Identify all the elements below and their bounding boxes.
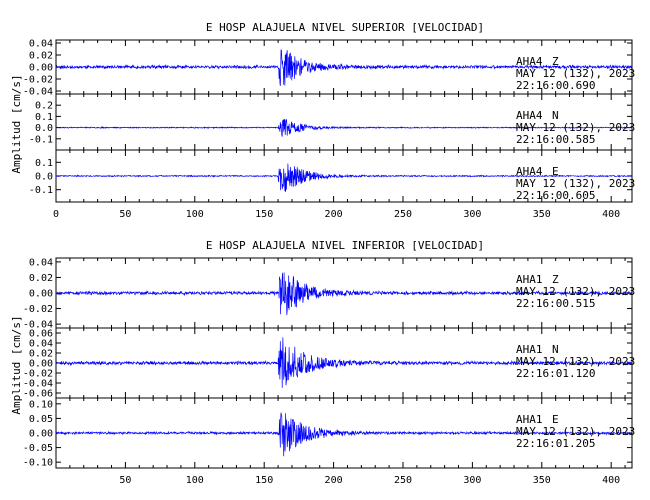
chart1-n-station-label: AHA1	[516, 343, 543, 356]
chart0-n-date-label: MAY 12 (132), 2023	[516, 121, 635, 134]
chart1-e-ytick-label: 0.10	[29, 399, 53, 410]
chart1-n-time-label: 22:16:01.120	[516, 367, 595, 380]
chart1-xtick-label: 400	[602, 475, 620, 486]
chart1-xtick-label: 200	[325, 475, 343, 486]
chart1-n-ytick-label: 0.06	[29, 329, 53, 340]
chart0-xtick-label: 50	[119, 209, 131, 220]
chart1-xtick-label: 350	[533, 475, 551, 486]
chart1-xtick-label: 250	[394, 475, 412, 486]
chart0-e-ytick-label: 0.0	[35, 172, 53, 183]
chart0-xtick-label: 150	[255, 209, 273, 220]
chart0-xtick-label: 100	[186, 209, 204, 220]
chart1-n-date-label: MAY 12 (132), 2023	[516, 355, 635, 368]
chart0-n-waveform	[55, 119, 633, 137]
lower-chart-title: E HOSP ALAJUELA NIVEL INFERIOR [VELOCIDA…	[206, 239, 484, 252]
chart0-z-component-label: Z	[552, 55, 559, 68]
chart1-z-ytick-label: 0.02	[29, 273, 53, 284]
chart1-xtick-label: 50	[119, 475, 131, 486]
chart0-xtick-label: 200	[325, 209, 343, 220]
chart0-e-ytick-label: 0.1	[35, 158, 53, 169]
chart1-e-time-label: 22:16:01.205	[516, 437, 595, 450]
chart1-e-ytick-label: -0.10	[23, 458, 53, 469]
chart1-z-date-label: MAY 12 (132), 2023	[516, 285, 635, 298]
chart0-n-time-label: 22:16:00.585	[516, 133, 595, 146]
chart0-z-waveform	[55, 49, 633, 86]
chart0-n-station-label: AHA4	[516, 109, 543, 122]
chart0-n-ytick-label: -0.1	[29, 134, 53, 145]
chart1-z-ytick-label: -0.04	[23, 320, 53, 331]
chart1-e-ytick-label: 0.00	[29, 429, 53, 440]
lower-y-axis-label: Amplitud [cm/s]	[10, 315, 23, 414]
chart1-e-date-label: MAY 12 (132), 2023	[516, 425, 635, 438]
chart0-e-waveform	[55, 163, 633, 193]
chart1-n-component-label: N	[552, 343, 559, 356]
upper-chart-title: E HOSP ALAJUELA NIVEL SUPERIOR [VELOCIDA…	[206, 21, 484, 34]
chart0-z-ytick-label: 0.02	[29, 51, 53, 62]
chart1-xtick-label: 150	[255, 475, 273, 486]
chart1-n-ytick-label: -0.04	[23, 379, 53, 390]
chart0-e-time-label: 22:16:00.605	[516, 189, 595, 202]
chart1-z-ytick-label: -0.02	[23, 304, 53, 315]
chart1-n-ytick-label: 0.00	[29, 359, 53, 370]
chart1-z-ytick-label: 0.00	[29, 289, 53, 300]
chart0-z-time-label: 22:16:00.690	[516, 79, 595, 92]
chart1-z-ytick-label: 0.04	[29, 257, 53, 268]
chart1-z-component-label: Z	[552, 273, 559, 286]
chart1-n-waveform	[55, 337, 633, 388]
chart1-xtick-label: 300	[463, 475, 481, 486]
chart1-z-station-label: AHA1	[516, 273, 543, 286]
chart0-xtick-label: 350	[533, 209, 551, 220]
chart0-xtick-label: 400	[602, 209, 620, 220]
chart0-xtick-label: 250	[394, 209, 412, 220]
chart0-z-ytick-label: 0.00	[29, 63, 53, 74]
chart0-n-ytick-label: 0.2	[35, 101, 53, 112]
chart0-e-component-label: E	[552, 165, 559, 178]
chart0-xtick-label: 0	[53, 209, 59, 220]
chart1-z-time-label: 22:16:00.515	[516, 297, 595, 310]
chart0-n-ytick-label: 0.0	[35, 123, 53, 134]
chart1-n-ytick-label: 0.02	[29, 349, 53, 360]
chart1-xtick-label: 100	[186, 475, 204, 486]
chart0-n-ytick-label: 0.1	[35, 112, 53, 123]
chart1-e-ytick-label: -0.05	[23, 443, 53, 454]
chart0-e-station-label: AHA4	[516, 165, 543, 178]
chart0-z-ytick-label: -0.02	[23, 75, 53, 86]
chart0-z-station-label: AHA4	[516, 55, 543, 68]
chart1-e-ytick-label: 0.05	[29, 414, 53, 425]
chart0-e-ytick-label: -0.1	[29, 185, 53, 196]
chart1-n-ytick-label: 0.04	[29, 339, 53, 350]
chart0-e-date-label: MAY 12 (132), 2023	[516, 177, 635, 190]
chart1-e-waveform	[55, 412, 633, 457]
chart1-z-waveform	[55, 272, 633, 316]
chart1-n-ytick-label: -0.06	[23, 389, 53, 400]
chart0-z-ytick-label: -0.04	[23, 87, 53, 98]
upper-y-axis-label: Amplitud [cm/s]	[10, 74, 23, 173]
chart0-xtick-label: 300	[463, 209, 481, 220]
chart0-z-date-label: MAY 12 (132), 2023	[516, 67, 635, 80]
chart1-e-component-label: E	[552, 413, 559, 426]
chart0-z-ytick-label: 0.04	[29, 39, 53, 50]
chart1-n-ytick-label: -0.02	[23, 369, 53, 380]
chart1-e-station-label: AHA1	[516, 413, 543, 426]
chart0-n-component-label: N	[552, 109, 559, 122]
